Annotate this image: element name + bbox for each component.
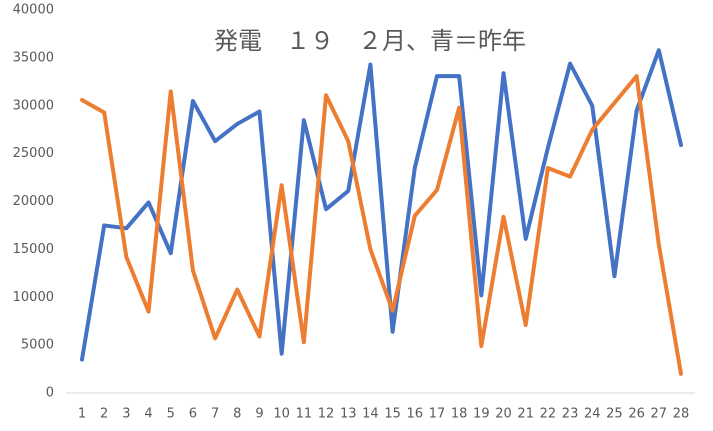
y-tick-label: 5000 [21, 338, 54, 353]
y-tick-label: 0 [46, 386, 54, 401]
y-tick-label: 10000 [13, 290, 54, 305]
x-tick-label: 9 [255, 407, 263, 422]
y-tick-label: 25000 [13, 146, 54, 161]
x-tick-label: 28 [673, 407, 690, 422]
x-tick-label: 27 [651, 407, 668, 422]
x-tick-label: 19 [473, 407, 490, 422]
y-tick-label: 40000 [13, 3, 54, 18]
x-tick-label: 16 [407, 407, 424, 422]
x-tick-label: 23 [562, 407, 579, 422]
x-tick-label: 22 [540, 407, 557, 422]
x-tick-label: 10 [273, 407, 290, 422]
y-tick-label: 30000 [13, 98, 54, 113]
series-line [80, 74, 683, 376]
x-tick-label: 24 [584, 407, 601, 422]
x-tick-label: 13 [340, 407, 357, 422]
x-tick-label: 5 [167, 407, 175, 422]
y-tick-label: 35000 [13, 50, 54, 65]
x-tick-label: 2 [100, 407, 108, 422]
x-tick-label: 26 [628, 407, 645, 422]
x-tick-label: 7 [211, 407, 219, 422]
x-tick-label: 20 [495, 407, 512, 422]
x-tick-label: 25 [606, 407, 623, 422]
x-tick-label: 21 [517, 407, 534, 422]
x-tick-label: 6 [189, 407, 197, 422]
x-tick-label: 4 [144, 407, 152, 422]
x-tick-label: 12 [318, 407, 335, 422]
x-tick-label: 3 [122, 407, 130, 422]
x-tick-label: 1 [78, 407, 86, 422]
x-tick-label: 8 [233, 407, 241, 422]
x-tick-label: 11 [296, 407, 313, 422]
x-tick-label: 18 [451, 407, 468, 422]
x-tick-label: 15 [384, 407, 401, 422]
y-tick-label: 15000 [13, 242, 54, 257]
x-tick-label: 14 [362, 407, 379, 422]
chart-title: 発電 １９ ２月、青＝昨年 [214, 27, 526, 55]
y-tick-label: 20000 [13, 194, 54, 209]
x-tick-label: 17 [429, 407, 446, 422]
